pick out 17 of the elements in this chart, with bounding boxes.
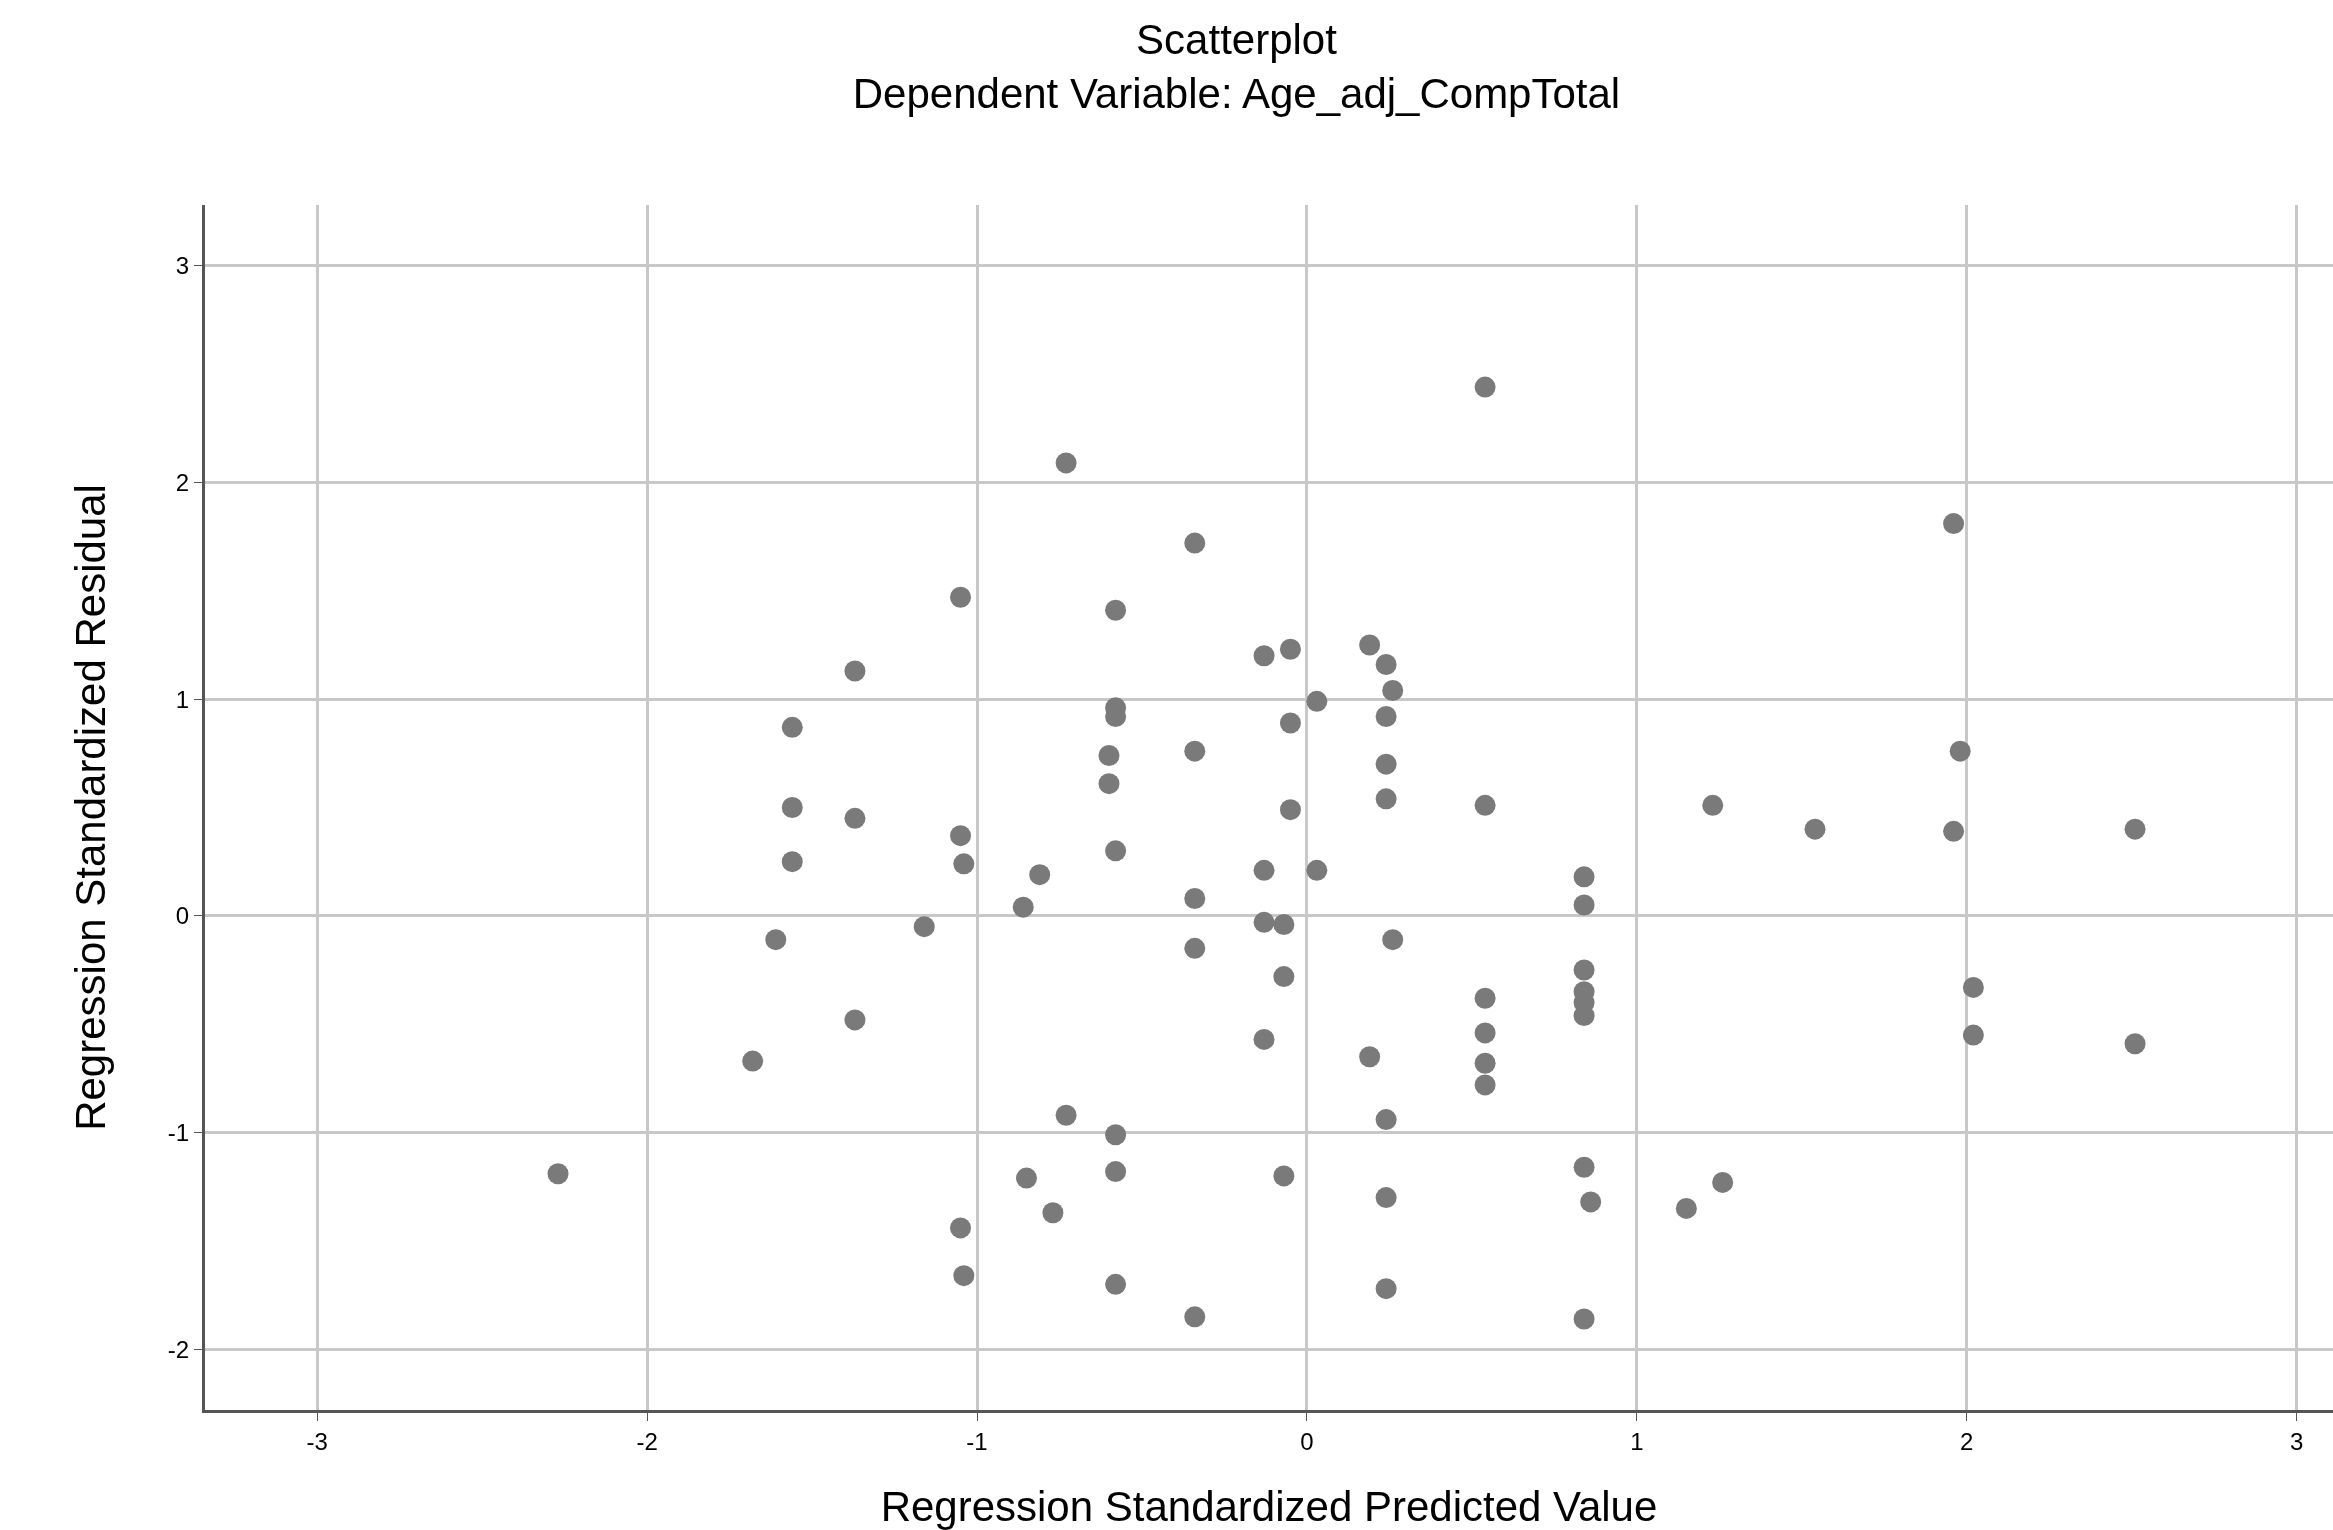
y-tick-label: 1 xyxy=(175,685,190,713)
x-tick-label: -2 xyxy=(636,1427,658,1455)
x-tick-label: -3 xyxy=(306,1427,328,1455)
y-tick-label: 3 xyxy=(175,252,190,280)
y-tick-label: 2 xyxy=(175,468,190,496)
y-tick-label: 0 xyxy=(175,902,190,930)
y-tick-label: -1 xyxy=(167,1118,190,1146)
y-tick-label: -2 xyxy=(167,1335,190,1363)
x-tick-label: 2 xyxy=(1960,1427,1974,1455)
chart-title: Scatterplot xyxy=(1136,15,1338,63)
x-axis-title: Regression Standardized Predicted Value xyxy=(880,1483,1658,1530)
x-tick-label: -1 xyxy=(966,1427,988,1455)
x-tick-label: 0 xyxy=(1300,1427,1314,1455)
x-tick-label: 1 xyxy=(1630,1427,1644,1455)
chart-subtitle: Dependent Variable: Age_adj_CompTotal xyxy=(852,70,1621,118)
x-tick-label: 3 xyxy=(2290,1427,2304,1455)
y-axis-title: Regression Standardized Residual xyxy=(66,484,114,1131)
